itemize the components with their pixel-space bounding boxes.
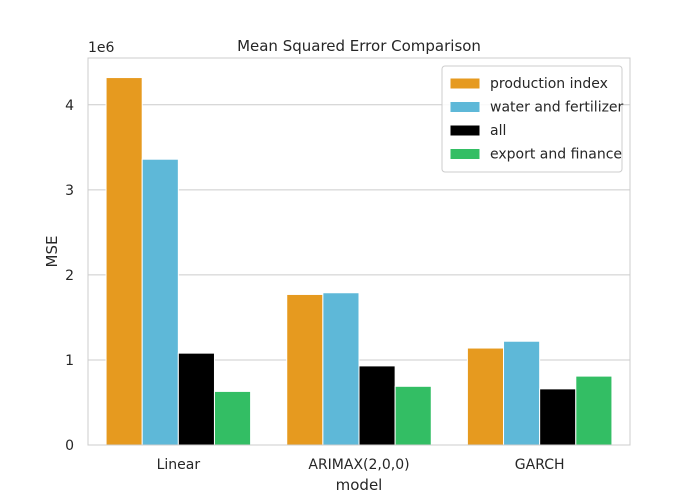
legend-label: water and fertilizer [490, 100, 624, 116]
legend-label: production index [490, 76, 608, 92]
plot-frame [87, 57, 631, 446]
x-tick-label: Linear [157, 457, 201, 473]
bar [286, 293, 324, 446]
chart-title: Mean Squared Error Comparison [237, 37, 481, 55]
legend-swatch [449, 101, 481, 113]
y-tick-label: 3 [65, 183, 74, 199]
bar [466, 347, 505, 446]
y-axis-label: MSE [43, 236, 61, 268]
x-axis-label: model [336, 476, 383, 494]
legend-label: all [490, 123, 506, 139]
legend-label: export and finance [490, 147, 622, 163]
y-scale-label: 1e6 [88, 40, 115, 56]
bar [141, 158, 179, 446]
legend: production index water and fertilizer all e… [441, 65, 624, 173]
x-tick-label: GARCH [515, 457, 565, 473]
bar [322, 292, 360, 446]
y-tick-labels: 0 1 2 3 4 [65, 98, 74, 454]
x-tick-labels: Linear ARIMAX(2,0,0) GARCH [157, 457, 565, 473]
bar [105, 77, 143, 446]
bar [177, 352, 215, 446]
bar [503, 340, 541, 446]
legend-swatch [449, 124, 481, 137]
bar [394, 385, 432, 446]
legend-box [441, 65, 623, 173]
x-tick-label: ARIMAX(2,0,0) [308, 457, 409, 473]
bar [539, 388, 577, 446]
y-tick-label: 4 [65, 98, 74, 114]
y-tick-label: 0 [65, 438, 74, 454]
bar [213, 390, 252, 446]
y-tick-label: 2 [65, 268, 74, 284]
y-tick-label: 1 [65, 353, 74, 369]
bar [358, 365, 396, 446]
bars [105, 77, 613, 446]
bar [575, 375, 613, 446]
legend-swatch [449, 77, 481, 90]
legend-swatch [449, 148, 481, 160]
